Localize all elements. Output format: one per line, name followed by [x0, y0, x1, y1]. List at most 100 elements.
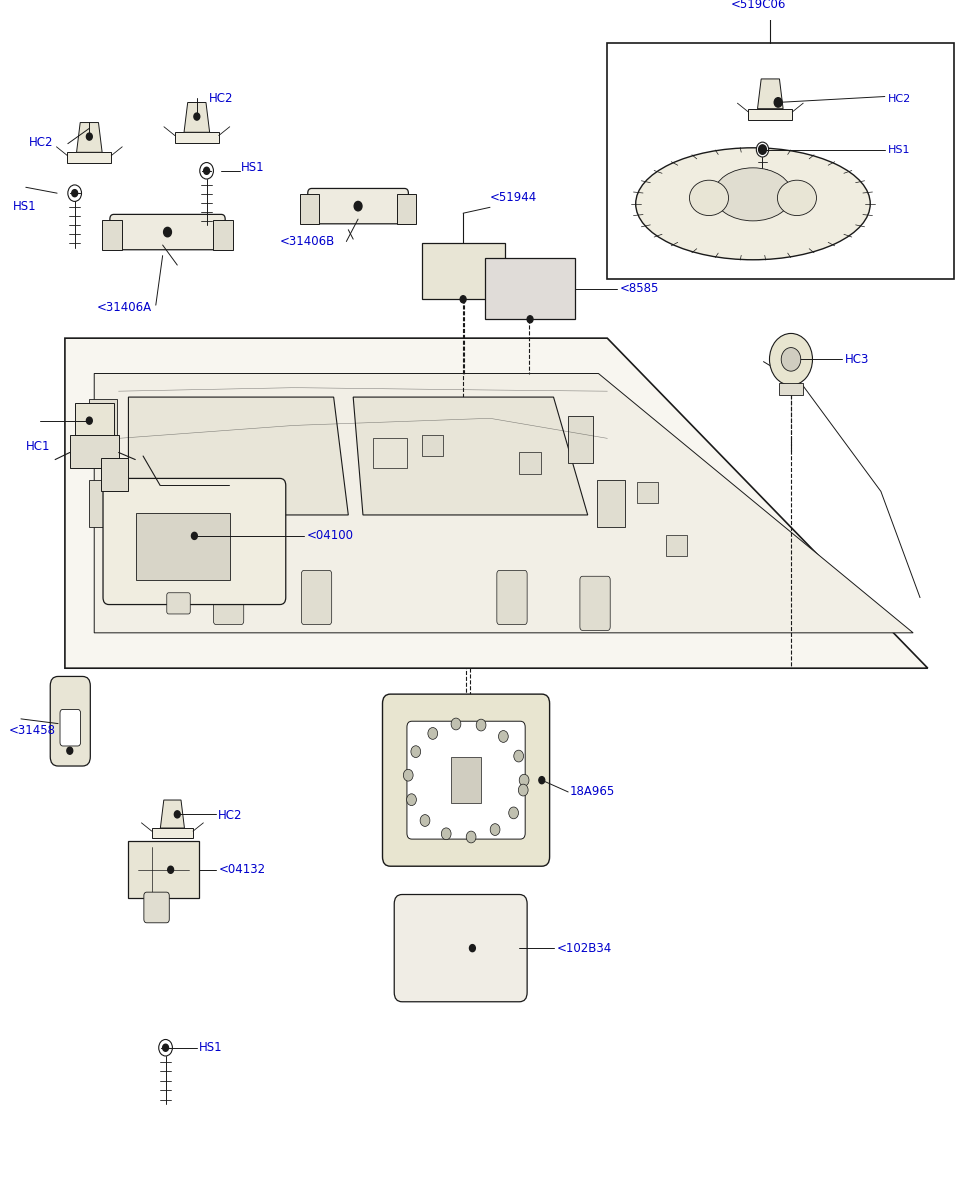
Bar — [485, 258, 575, 319]
Text: HC2: HC2 — [219, 809, 243, 822]
Text: HS1: HS1 — [199, 1042, 222, 1055]
Text: <8585: <8585 — [620, 282, 660, 295]
Text: HC1: HC1 — [25, 440, 50, 454]
Circle shape — [509, 806, 518, 818]
Bar — [421, 242, 505, 299]
Polygon shape — [758, 79, 783, 109]
Bar — [779, 383, 803, 395]
Circle shape — [759, 145, 766, 155]
FancyBboxPatch shape — [214, 570, 244, 624]
Bar — [70, 434, 119, 468]
Bar — [397, 194, 416, 224]
FancyBboxPatch shape — [497, 570, 527, 624]
Bar — [637, 482, 659, 503]
Circle shape — [466, 832, 476, 842]
Circle shape — [518, 784, 528, 796]
Text: scuderia: scuderia — [168, 493, 578, 583]
Bar — [101, 458, 128, 491]
Circle shape — [200, 162, 214, 179]
Bar — [598, 480, 625, 527]
FancyBboxPatch shape — [382, 694, 550, 866]
Circle shape — [769, 334, 812, 385]
Circle shape — [407, 793, 416, 805]
Circle shape — [204, 167, 210, 174]
Circle shape — [499, 731, 509, 743]
Bar — [608, 43, 955, 280]
Circle shape — [441, 828, 451, 840]
Bar — [74, 403, 114, 438]
Bar — [214, 221, 233, 250]
Bar — [89, 400, 117, 456]
FancyBboxPatch shape — [144, 892, 170, 923]
Circle shape — [469, 944, 475, 952]
Bar — [152, 828, 193, 839]
FancyBboxPatch shape — [580, 576, 611, 630]
FancyBboxPatch shape — [394, 894, 527, 1002]
FancyBboxPatch shape — [60, 709, 80, 746]
Circle shape — [781, 348, 801, 371]
Bar — [749, 109, 792, 120]
Circle shape — [191, 533, 197, 540]
Polygon shape — [94, 373, 913, 632]
Text: HS1: HS1 — [241, 161, 265, 174]
Text: <04100: <04100 — [307, 529, 353, 542]
Circle shape — [86, 133, 92, 140]
Circle shape — [476, 719, 486, 731]
Circle shape — [68, 185, 81, 202]
Ellipse shape — [713, 168, 792, 221]
Circle shape — [404, 769, 414, 781]
Text: HS1: HS1 — [888, 144, 910, 155]
Bar — [665, 535, 687, 557]
Ellipse shape — [777, 180, 816, 216]
Text: HC3: HC3 — [845, 353, 869, 366]
Text: 18A965: 18A965 — [570, 786, 615, 798]
Polygon shape — [161, 800, 184, 828]
FancyBboxPatch shape — [167, 593, 190, 614]
Polygon shape — [184, 102, 210, 132]
Bar — [519, 452, 541, 474]
Text: <31458: <31458 — [9, 724, 56, 737]
Circle shape — [159, 1039, 172, 1056]
Ellipse shape — [690, 180, 728, 216]
Bar — [300, 194, 319, 224]
Bar — [421, 434, 443, 456]
Circle shape — [774, 97, 782, 107]
Circle shape — [490, 823, 500, 835]
Circle shape — [527, 316, 533, 323]
FancyBboxPatch shape — [308, 188, 409, 224]
Circle shape — [164, 227, 171, 236]
Circle shape — [757, 142, 768, 157]
Bar — [68, 152, 112, 163]
Circle shape — [451, 718, 461, 730]
Polygon shape — [65, 338, 928, 668]
Polygon shape — [128, 397, 348, 515]
FancyBboxPatch shape — [103, 479, 286, 605]
Circle shape — [163, 1044, 169, 1051]
Text: parts: parts — [307, 608, 438, 658]
Text: HC2: HC2 — [209, 92, 233, 106]
FancyBboxPatch shape — [302, 570, 331, 624]
Circle shape — [168, 866, 173, 874]
Circle shape — [174, 811, 180, 818]
Circle shape — [194, 113, 200, 120]
Circle shape — [67, 748, 73, 755]
Circle shape — [519, 774, 529, 786]
Text: <519C06: <519C06 — [731, 0, 787, 11]
Circle shape — [411, 745, 420, 757]
Bar — [568, 416, 593, 463]
Circle shape — [428, 727, 438, 739]
Bar — [89, 480, 117, 527]
Bar — [451, 757, 481, 803]
Circle shape — [461, 295, 466, 302]
Ellipse shape — [636, 148, 870, 259]
Text: <04132: <04132 — [219, 863, 266, 876]
FancyBboxPatch shape — [407, 721, 525, 839]
Polygon shape — [353, 397, 588, 515]
Bar — [128, 841, 199, 898]
Text: <31406B: <31406B — [280, 235, 335, 248]
Polygon shape — [76, 122, 102, 152]
Circle shape — [788, 356, 794, 362]
Circle shape — [539, 776, 545, 784]
Text: HS1: HS1 — [13, 199, 36, 212]
Bar — [174, 132, 219, 143]
